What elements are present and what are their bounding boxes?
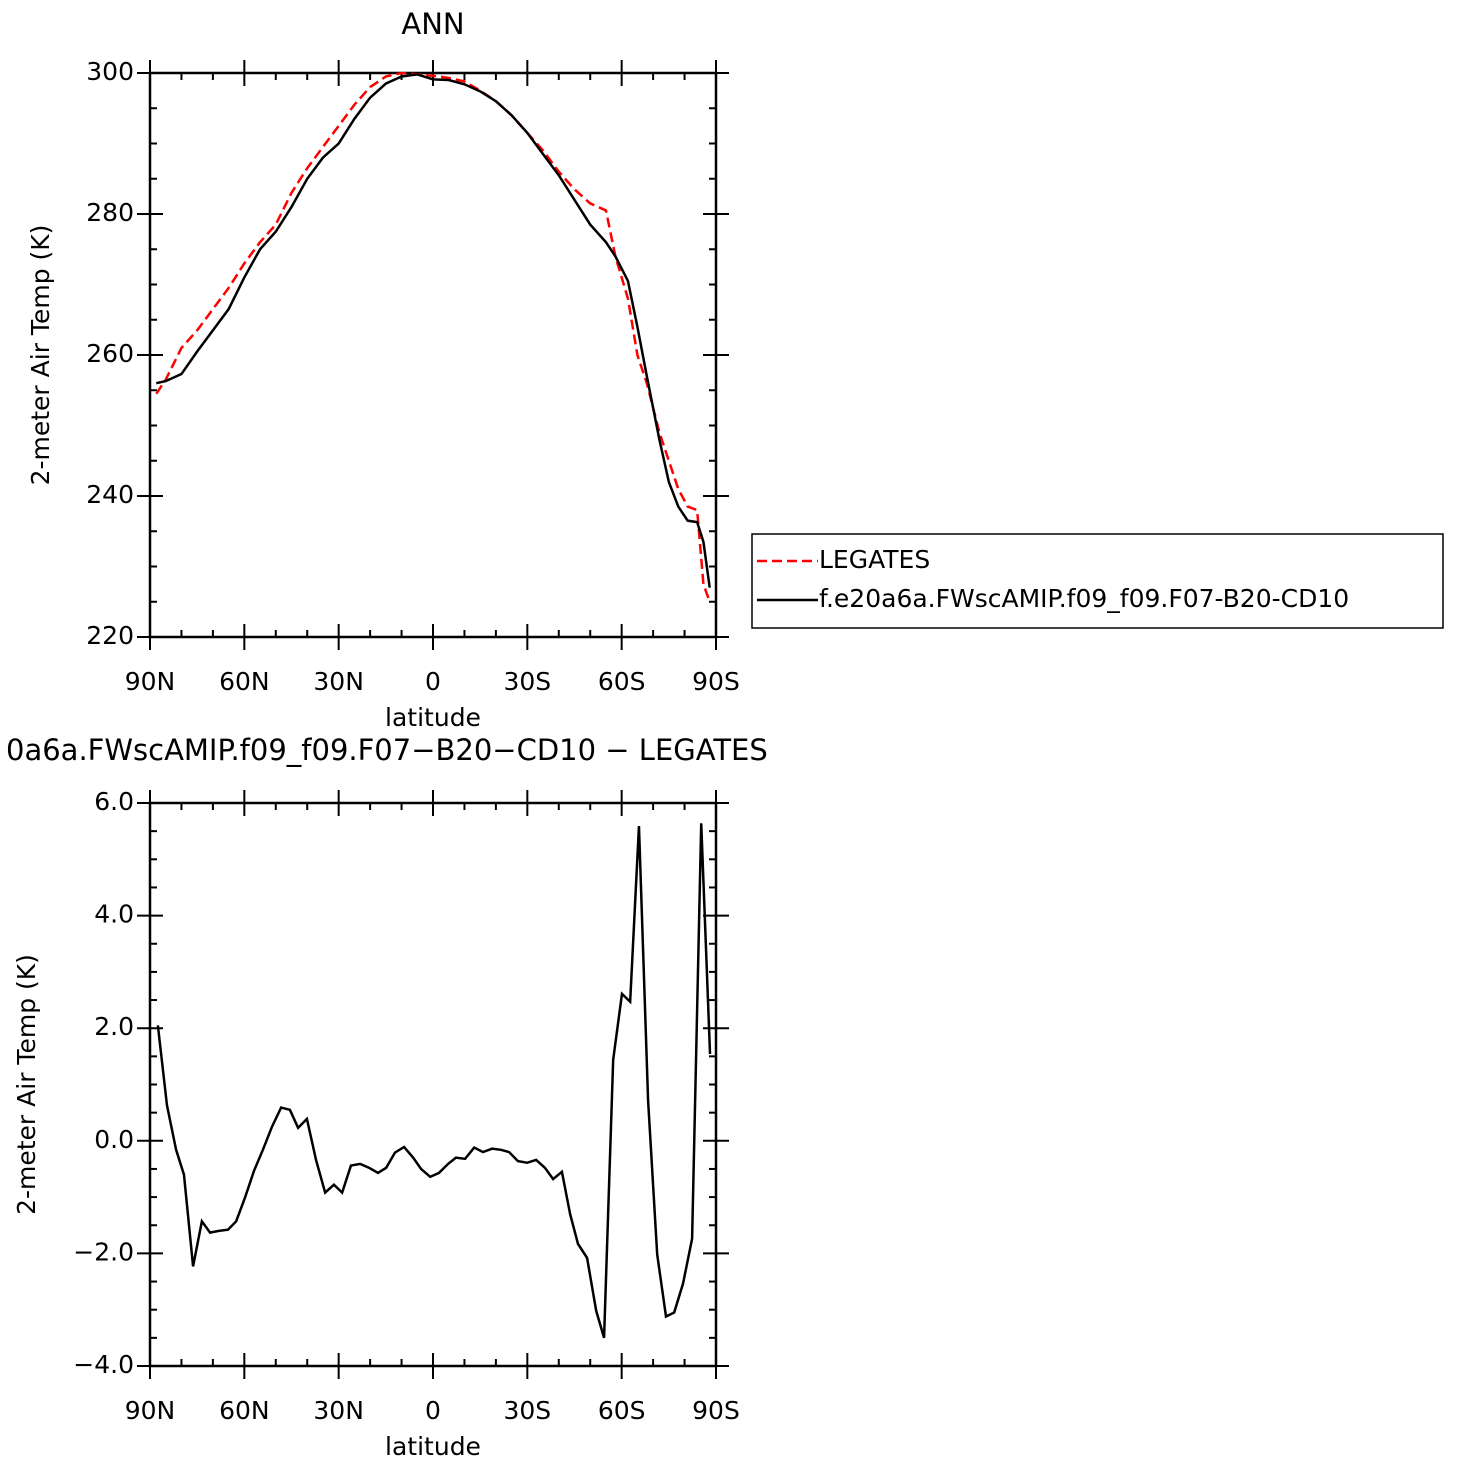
series-line	[155, 71, 711, 603]
y-tick-label: 0.0	[94, 1125, 134, 1154]
plot-frame	[148, 801, 718, 1368]
x-tick-label: 60S	[598, 1396, 646, 1425]
x-tick-label: 60S	[598, 667, 646, 696]
x-axis-label: latitude	[385, 1432, 481, 1461]
x-tick-label: 90S	[692, 1396, 740, 1425]
x-tick-label: 90N	[125, 1396, 176, 1425]
chart-title: ANN	[401, 7, 464, 41]
x-tick-label: 30N	[313, 1396, 364, 1425]
y-axis-label: 2-meter Air Temp (K)	[26, 225, 55, 486]
y-axis-label: 2-meter Air Temp (K)	[12, 954, 41, 1215]
y-tick-label: 220	[86, 621, 134, 650]
y-tick-label: 300	[86, 57, 134, 86]
y-tick-label: 260	[86, 339, 134, 368]
legend-label: f.e20a6a.FWscAMIP.f09_f09.F07-B20-CD10	[819, 584, 1349, 613]
y-tick-label: 4.0	[94, 900, 134, 929]
x-tick-label: 30S	[503, 1396, 551, 1425]
x-tick-label: 60N	[219, 1396, 270, 1425]
x-tick-label: 30S	[503, 667, 551, 696]
x-tick-label: 90N	[125, 667, 176, 696]
legend-box	[751, 533, 1444, 629]
y-tick-label: 2.0	[94, 1012, 134, 1041]
y-tick-label: 6.0	[94, 787, 134, 816]
x-tick-label: 30N	[313, 667, 364, 696]
x-tick-label: 0	[425, 667, 441, 696]
series-line	[156, 73, 711, 588]
x-tick-label: 60N	[219, 667, 270, 696]
y-tick-label: 280	[86, 198, 134, 227]
x-axis-label: latitude	[385, 703, 481, 732]
y-tick-label: −4.0	[73, 1350, 134, 1379]
series-line	[156, 823, 712, 1339]
y-tick-label: 240	[86, 480, 134, 509]
plot-frame	[148, 71, 718, 639]
x-tick-label: 0	[425, 1396, 441, 1425]
chart-title: 0a6a.FWscAMIP.f09_f09.F07−B20−CD10 − LEG…	[6, 733, 768, 767]
x-tick-label: 90S	[692, 667, 740, 696]
legend-label: LEGATES	[819, 545, 930, 574]
y-tick-label: −2.0	[73, 1237, 134, 1266]
